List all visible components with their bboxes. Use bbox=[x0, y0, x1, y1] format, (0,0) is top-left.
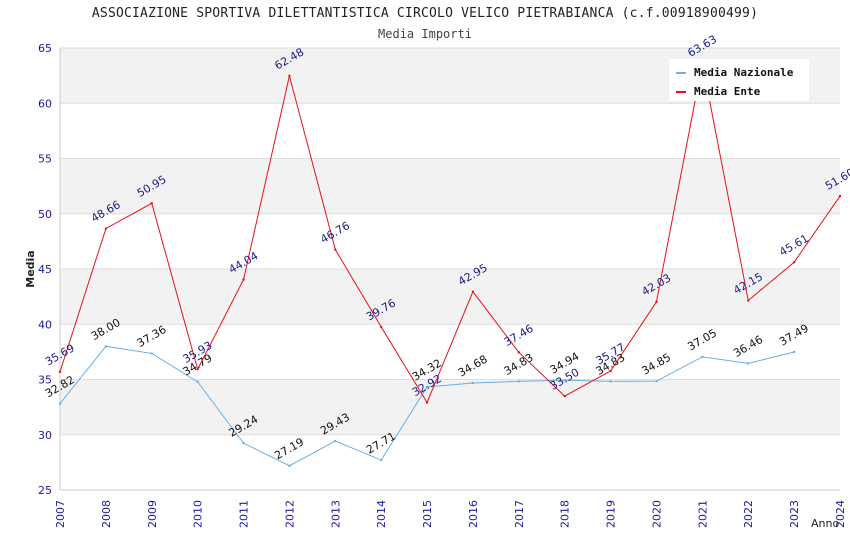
x-tick-label: 2015 bbox=[421, 500, 434, 528]
data-point-nazionale bbox=[379, 458, 383, 462]
y-tick-label: 60 bbox=[38, 97, 52, 110]
data-point-nazionale bbox=[425, 385, 429, 389]
x-tick-label: 2017 bbox=[513, 500, 526, 528]
grid-band bbox=[60, 103, 840, 159]
data-point-ente bbox=[58, 370, 62, 374]
data-point-ente bbox=[792, 261, 796, 264]
x-axis-label: Anno bbox=[811, 517, 839, 530]
data-point-ente bbox=[196, 368, 199, 371]
data-point-nazionale bbox=[242, 441, 245, 445]
data-point-ente bbox=[563, 394, 566, 398]
data-point-nazionale bbox=[792, 350, 796, 354]
x-tick-label: 2016 bbox=[467, 500, 480, 528]
data-point-ente bbox=[150, 202, 153, 205]
x-tick-label: 2009 bbox=[146, 500, 159, 528]
data-point-nazionale bbox=[517, 380, 521, 383]
x-tick-label: 2014 bbox=[375, 500, 388, 528]
y-tick-label: 30 bbox=[38, 429, 52, 442]
grid-band bbox=[60, 213, 840, 269]
grid-band bbox=[60, 269, 840, 325]
legend-box bbox=[669, 59, 809, 101]
data-point-ente bbox=[747, 299, 750, 302]
data-point-ente bbox=[242, 278, 245, 281]
legend-label-nazionale: Media Nazionale bbox=[694, 66, 794, 79]
grid-band bbox=[60, 158, 840, 214]
data-point-ente bbox=[288, 74, 291, 78]
x-tick-label: 2007 bbox=[54, 500, 67, 528]
data-point-nazionale bbox=[655, 379, 658, 383]
x-tick-label: 2022 bbox=[742, 500, 755, 528]
y-tick-label: 40 bbox=[38, 318, 52, 331]
data-point-nazionale bbox=[563, 378, 566, 382]
data-point-nazionale bbox=[288, 464, 291, 468]
data-point-nazionale bbox=[609, 380, 612, 383]
grid-band bbox=[60, 324, 840, 380]
y-tick-label: 35 bbox=[38, 374, 52, 387]
y-tick-label: 55 bbox=[38, 153, 52, 166]
y-tick-label: 45 bbox=[38, 263, 52, 276]
data-point-nazionale bbox=[701, 355, 704, 359]
data-point-nazionale bbox=[747, 362, 750, 365]
data-point-nazionale bbox=[471, 381, 475, 385]
x-tick-label: 2020 bbox=[650, 500, 663, 528]
legend-label-ente: Media Ente bbox=[694, 85, 761, 98]
data-point-nazionale bbox=[104, 345, 108, 348]
data-point-ente bbox=[379, 325, 383, 329]
chart-subtitle: Media Importi bbox=[378, 27, 472, 41]
x-tick-label: 2023 bbox=[788, 500, 801, 528]
y-tick-label: 50 bbox=[38, 208, 52, 221]
x-tick-label: 2024 bbox=[834, 500, 847, 528]
x-tick-label: 2021 bbox=[696, 500, 709, 528]
data-point-nazionale bbox=[58, 402, 62, 405]
x-tick-label: 2013 bbox=[329, 500, 342, 528]
data-point-ente bbox=[425, 401, 429, 404]
data-point-nazionale bbox=[334, 439, 337, 443]
data-point-ente bbox=[655, 300, 658, 304]
legend: Media Nazionale Media Ente bbox=[669, 59, 809, 101]
y-tick-label: 25 bbox=[38, 484, 52, 497]
data-point-ente bbox=[517, 351, 521, 354]
x-tick-label: 2011 bbox=[238, 500, 251, 528]
x-tick-label: 2010 bbox=[192, 500, 205, 528]
x-tick-label: 2012 bbox=[283, 500, 296, 528]
data-point-ente bbox=[334, 248, 337, 251]
y-tick-label: 65 bbox=[38, 42, 52, 55]
x-tick-label: 2008 bbox=[100, 500, 113, 528]
data-point-nazionale bbox=[150, 352, 153, 355]
grid-band bbox=[60, 379, 840, 435]
grid-band bbox=[60, 434, 840, 490]
data-point-nazionale bbox=[196, 380, 199, 384]
x-tick-label: 2019 bbox=[605, 500, 618, 528]
chart-title: ASSOCIAZIONE SPORTIVA DILETTANTISTICA CI… bbox=[91, 6, 759, 21]
data-point-ente bbox=[471, 290, 475, 293]
y-axis-label: Media bbox=[24, 250, 37, 287]
series-line-ente bbox=[59, 63, 841, 404]
data-point-ente bbox=[104, 227, 108, 230]
data-point-ente bbox=[609, 369, 612, 373]
x-tick-label: 2018 bbox=[559, 500, 572, 528]
data-point-ente bbox=[838, 194, 842, 198]
